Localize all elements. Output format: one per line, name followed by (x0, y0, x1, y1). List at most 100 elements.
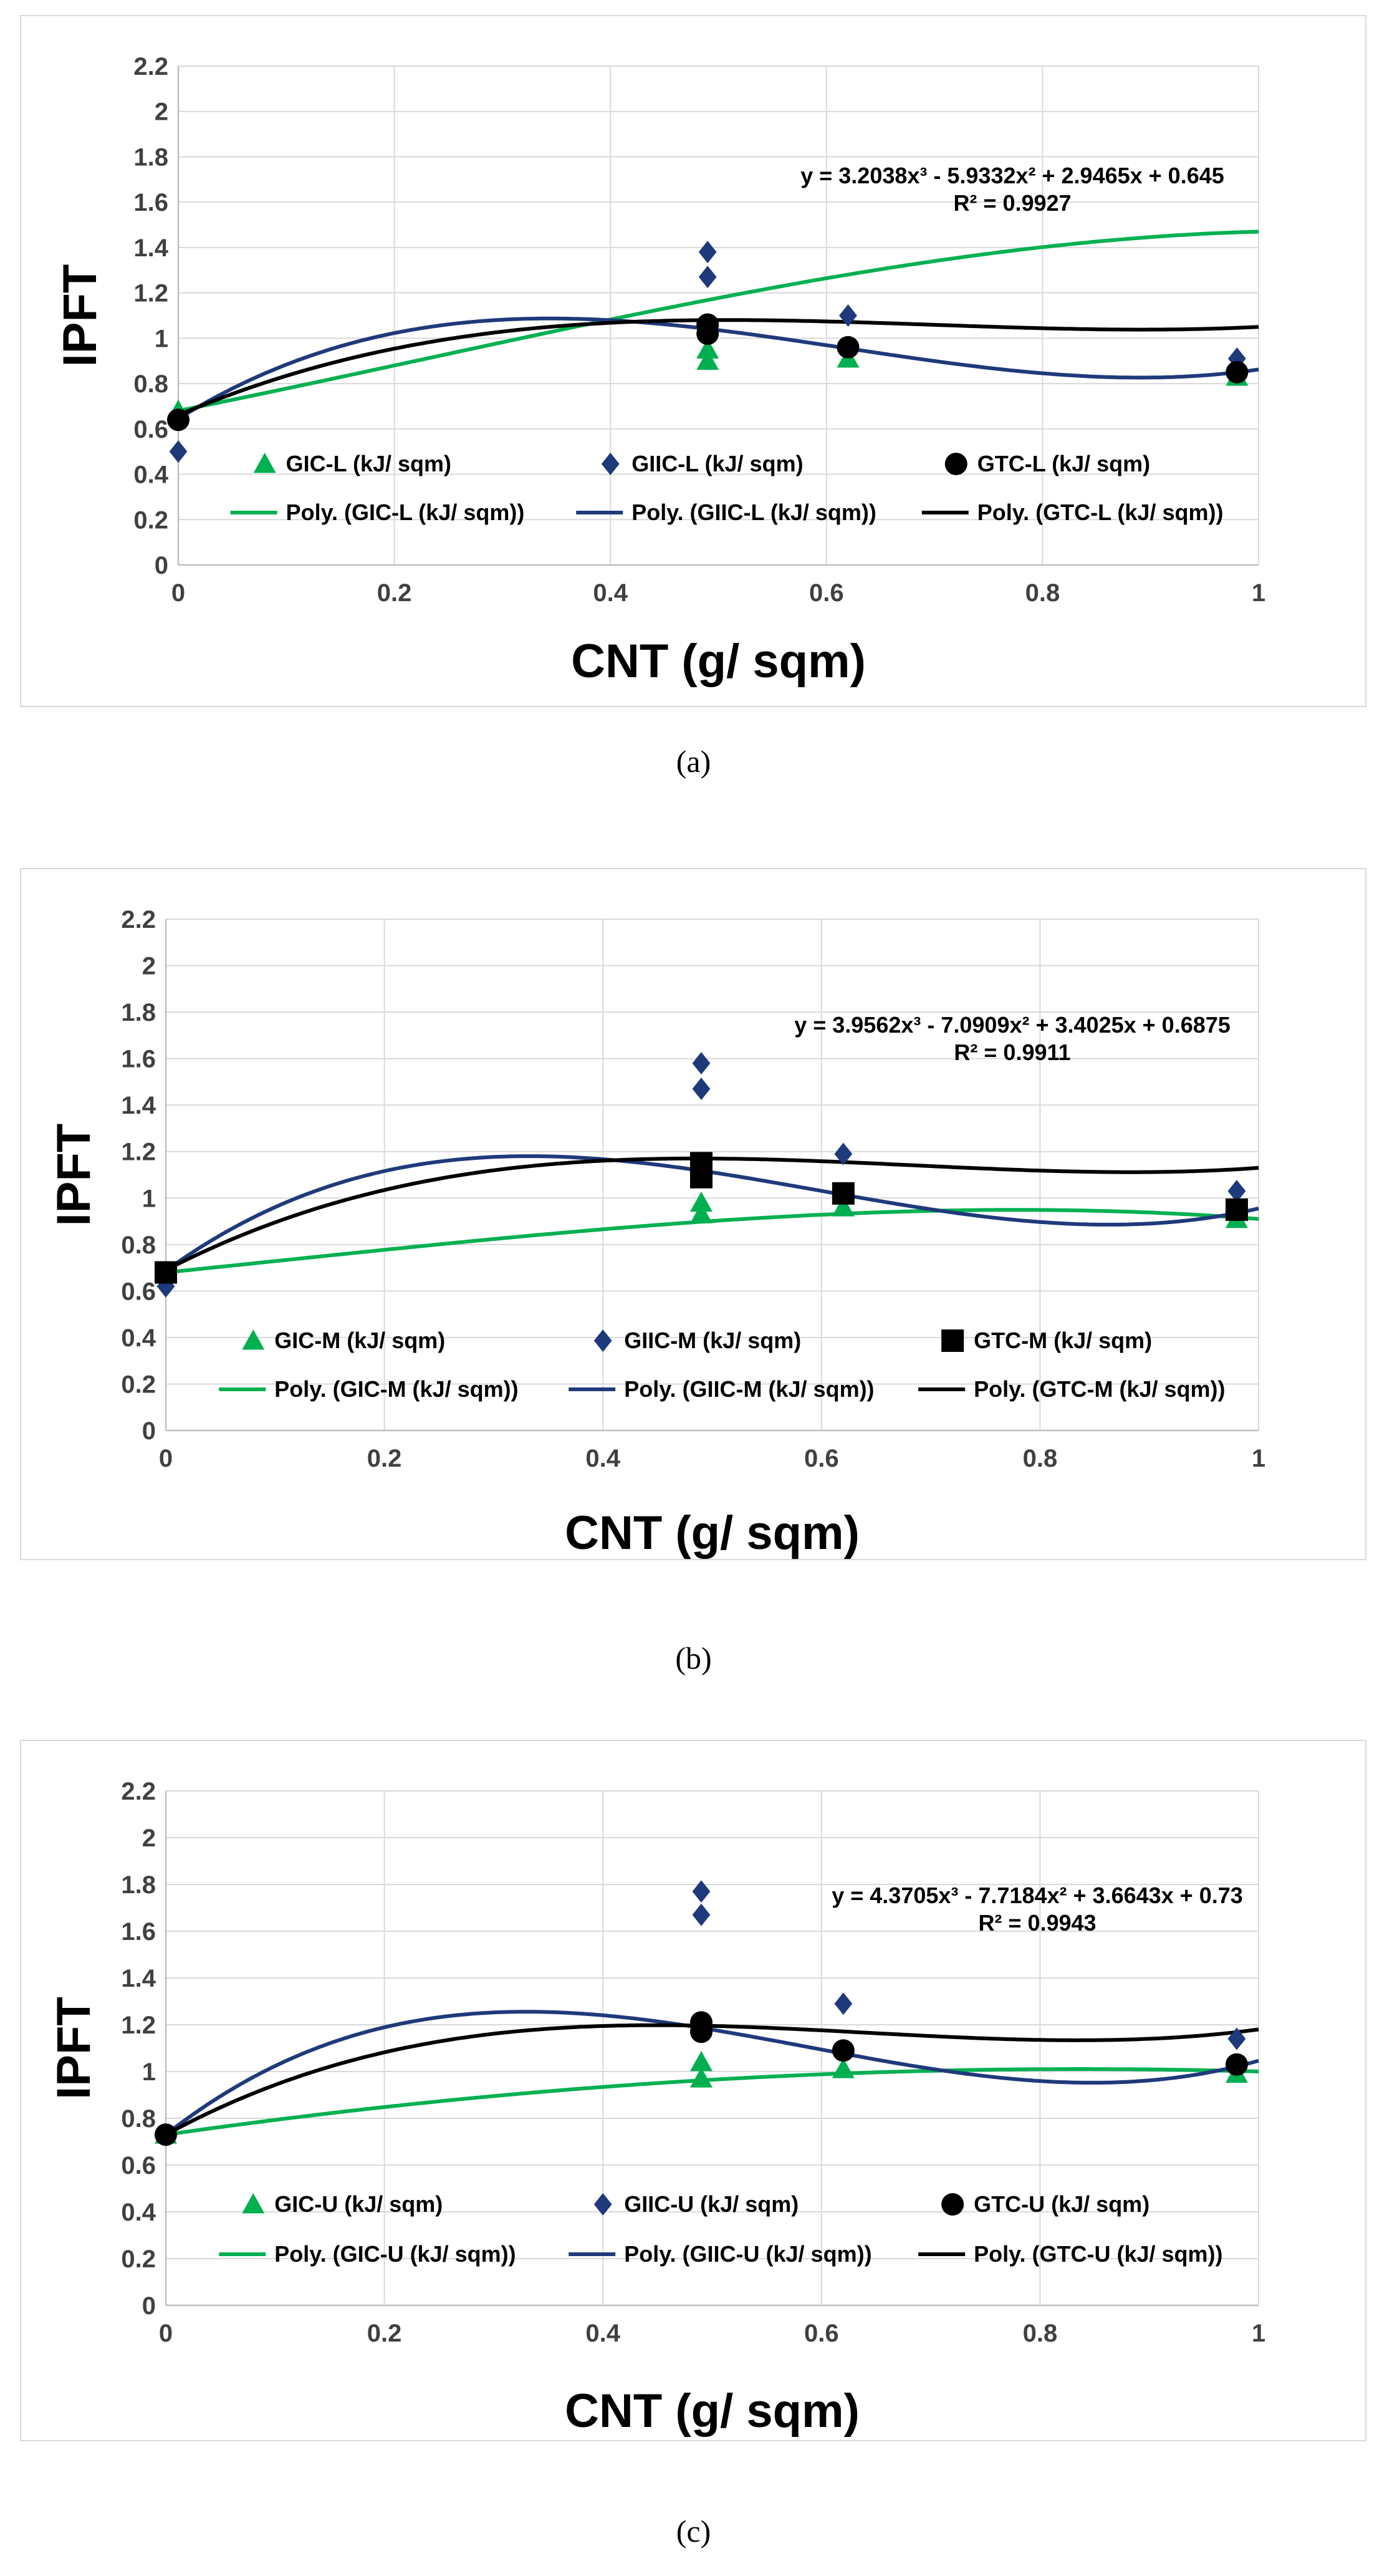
legend-marker (242, 2193, 265, 2214)
trendline-equation: y = 3.2038x³ - 5.9332x² + 2.9465x + 0.64… (800, 163, 1224, 188)
x-tick-label: 0 (159, 1445, 173, 1472)
data-point (692, 1078, 711, 1101)
x-tick-label: 0.6 (804, 2320, 839, 2347)
data-point (696, 313, 719, 336)
y-tick-label: 0.2 (121, 2246, 156, 2273)
y-tick-label: 0.8 (121, 2105, 156, 2133)
data-point (834, 1992, 853, 2015)
x-tick-label: 1 (1252, 2320, 1265, 2347)
legend-marker (242, 1329, 265, 1350)
data-point (832, 1182, 855, 1205)
y-tick-label: 1.8 (133, 143, 168, 171)
y-tick-label: 1.2 (121, 1139, 156, 1166)
trendline-equation: y = 4.3705x³ - 7.7184x² + 3.6643x + 0.73 (832, 1883, 1243, 1908)
legend-label: Poly. (GIC-M (kJ/ sqm)) (274, 1376, 518, 1402)
y-tick-label: 1.2 (133, 280, 168, 307)
legend-label: GIC-M (kJ/ sqm) (274, 1328, 445, 1353)
data-point (692, 1880, 711, 1903)
legend-label: Poly. (GTC-L (kJ/ sqm)) (977, 499, 1224, 525)
y-tick-label: 2.2 (121, 906, 156, 933)
data-point (832, 1196, 855, 1217)
y-tick-label: 0.8 (133, 370, 168, 398)
data-point (696, 349, 719, 370)
y-tick-label: 1.8 (121, 999, 156, 1026)
y-tick-label: 1.8 (121, 1871, 156, 1899)
x-tick-label: 0.2 (367, 1445, 402, 1472)
y-tick-label: 2 (155, 99, 168, 126)
data-point (689, 1191, 713, 1212)
data-point (155, 1261, 177, 1284)
trendline (165, 1208, 1259, 1275)
legend-label: Poly. (GTC-M (kJ/ sqm)) (974, 1376, 1225, 1402)
x-tick-label: 0.6 (809, 579, 844, 607)
data-point (1225, 1198, 1248, 1221)
data-point (169, 440, 188, 463)
x-tick-label: 0.8 (1023, 1445, 1058, 1472)
data-point (837, 335, 860, 359)
chart-panel-b: 0 0.2 0.4 0.6 0.8 1 1.2 1.4 1.6 1.8 2 2.2 0 0.2 0.4 0.6… (20, 868, 1366, 1560)
y-tick-label: 1.4 (121, 1092, 156, 1119)
x-tick-label: 1 (1252, 1445, 1265, 1472)
chart-panel-a: 0 0.2 0.4 0.6 0.8 1 1.2 1.4 1.6 1.8 2 2.2 0 0.2 0.4 0.6… (20, 15, 1366, 707)
x-tick-label: 0.4 (593, 579, 628, 607)
x-axis-title: CNT (g/ sqm) (565, 1507, 860, 1560)
y-axis-title: IPFT (54, 264, 107, 367)
data-point (692, 1052, 711, 1075)
x-tick-label: 0 (171, 579, 185, 607)
y-tick-label: 0.6 (121, 1278, 156, 1305)
x-axis-title: CNT (g/ sqm) (565, 2385, 860, 2438)
legend-label: Poly. (GIC-L (kJ/ sqm)) (286, 499, 525, 525)
data-point (689, 2051, 713, 2072)
y-tick-label: 1.4 (133, 234, 168, 262)
y-axis-title: IPFT (47, 1997, 100, 2100)
data-point (692, 1903, 711, 1926)
r-squared: R² = 0.9927 (953, 190, 1071, 216)
x-tick-label: 0.4 (585, 1445, 620, 1472)
caption-c: (c) (676, 2514, 711, 2549)
data-point (155, 2123, 177, 2146)
y-tick-label: 1.2 (121, 2012, 156, 2039)
data-point (1227, 2027, 1246, 2050)
data-point (167, 408, 190, 432)
legend-marker (253, 453, 276, 473)
legend-label: Poly. (GIIC-M (kJ/ sqm)) (624, 1376, 874, 1402)
trendline (177, 316, 1259, 421)
y-tick-label: 0.2 (121, 1371, 156, 1398)
data-point (832, 2039, 855, 2062)
data-point (1227, 1180, 1246, 1203)
data-point (696, 338, 719, 359)
x-axis-title: CNT (g/ sqm) (571, 635, 866, 688)
y-tick-label: 0.8 (121, 1232, 156, 1259)
r-squared: R² = 0.9911 (954, 1040, 1070, 1065)
legend-marker (593, 1329, 612, 1352)
trendline-equation: y = 3.9562x³ - 7.0909x² + 3.4025x + 0.68… (794, 1012, 1231, 1038)
y-tick-label: 1 (142, 1185, 156, 1212)
legend-label: GTC-M (kJ/ sqm) (974, 1328, 1152, 1353)
legend-label: Poly. (GIC-U (kJ/ sqm)) (274, 2241, 516, 2267)
trendline (165, 2067, 1259, 2137)
caption-b: (b) (675, 1641, 712, 1676)
trendline (178, 229, 1259, 413)
x-tick-label: 0 (159, 2320, 173, 2347)
r-squared: R² = 0.9943 (978, 1910, 1096, 1936)
trendline (165, 2023, 1259, 2136)
data-point (689, 1203, 713, 1223)
trendline (177, 318, 1259, 417)
legend-label: GIC-L (kJ/ sqm) (286, 451, 451, 476)
legend-marker (941, 1329, 964, 1352)
y-tick-label: 0.4 (133, 461, 168, 489)
y-tick-label: 0.4 (121, 1324, 156, 1352)
y-tick-label: 0.4 (121, 2199, 156, 2226)
legend-label: GIC-U (kJ/ sqm) (274, 2191, 443, 2217)
x-tick-label: 1 (1252, 579, 1265, 607)
x-tick-label: 0.6 (804, 1445, 839, 1472)
data-point (689, 1152, 713, 1175)
legend-label: Poly. (GIIC-U (kJ/ sqm)) (624, 2241, 871, 2267)
legend-label: GTC-L (kJ/ sqm) (977, 451, 1150, 476)
y-tick-label: 1 (155, 325, 168, 352)
y-tick-label: 2 (142, 953, 156, 980)
y-tick-label: 0.6 (121, 2152, 156, 2179)
chart-svg-a: 0 0.2 0.4 0.6 0.8 1 1.2 1.4 1.6 1.8 2 2.2 0 0.2 0.4 0.6… (54, 53, 1265, 688)
data-point (834, 1142, 853, 1165)
data-point (689, 2011, 713, 2034)
